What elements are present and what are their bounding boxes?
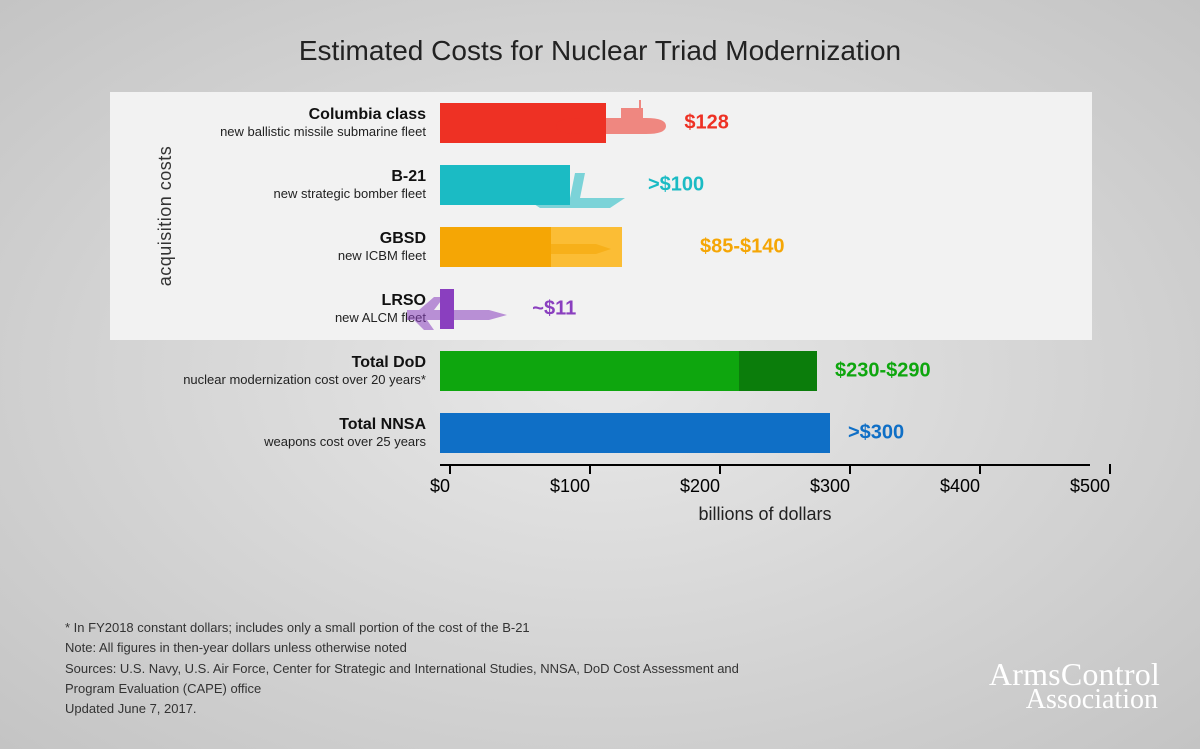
bomber-icon xyxy=(515,162,645,208)
row-title: Total DoD xyxy=(100,354,426,372)
axis-tick: $100 xyxy=(570,464,610,497)
footnote-line: Note: All figures in then-year dollars u… xyxy=(65,638,745,658)
icbm-icon xyxy=(496,224,626,270)
value-label: $128 xyxy=(684,112,729,135)
tick-mark xyxy=(589,464,591,474)
axis-tick: $200 xyxy=(700,464,740,497)
tick-label: $0 xyxy=(430,474,450,497)
bar-cell: $230-$290 xyxy=(440,351,1090,391)
tick-label: $200 xyxy=(680,474,720,497)
bar-cell: ~$11 xyxy=(440,289,1090,329)
row-title: Columbia class xyxy=(100,106,426,124)
tick-mark xyxy=(719,464,721,474)
tick-label: $400 xyxy=(940,474,980,497)
bar-row: Total NNSAweapons cost over 25 years >$30… xyxy=(100,402,1120,464)
tick-mark xyxy=(449,464,451,474)
row-title: GBSD xyxy=(100,230,426,248)
row-subtitle: new ICBM fleet xyxy=(100,248,426,264)
tick-label: $500 xyxy=(1070,474,1110,497)
bar-segment xyxy=(440,351,739,391)
row-title: LRSO xyxy=(100,292,426,310)
bar-row: Columbia classnew ballistic missile subm… xyxy=(100,92,1120,154)
bar-cell: >$100 xyxy=(440,165,1090,205)
row-subtitle: weapons cost over 25 years xyxy=(100,434,426,450)
brand-logo: ArmsControl Association xyxy=(989,658,1160,714)
x-axis: billions of dollars $0$100$200$300$400$5… xyxy=(440,464,1090,525)
bar-cell: $85-$140 xyxy=(440,227,1090,267)
value-label: ~$11 xyxy=(532,298,576,321)
chart-area: acquisition costs Columbia classnew ball… xyxy=(100,92,1120,525)
cruise-icon xyxy=(399,286,529,332)
bar-row: B-21new strategic bomber fleet >$100 xyxy=(100,154,1120,216)
axis-tick: $400 xyxy=(960,464,1000,497)
row-labels: Columbia classnew ballistic missile subm… xyxy=(100,106,440,139)
bar-row: GBSDnew ICBM fleet $85-$140 xyxy=(100,216,1120,278)
bar-row: Total DoDnuclear modernization cost over… xyxy=(100,340,1120,402)
bar-segment-range xyxy=(739,351,817,391)
row-labels: LRSOnew ALCM fleet xyxy=(100,292,440,325)
row-title: B-21 xyxy=(100,168,426,186)
footnotes: * In FY2018 constant dollars; includes o… xyxy=(65,618,745,719)
axis-tick: $0 xyxy=(440,464,460,497)
row-subtitle: new ballistic missile submarine fleet xyxy=(100,124,426,140)
row-labels: Total DoDnuclear modernization cost over… xyxy=(100,354,440,387)
tick-mark xyxy=(849,464,851,474)
value-label: >$300 xyxy=(848,422,904,445)
footnote-line: * In FY2018 constant dollars; includes o… xyxy=(65,618,745,638)
bar-row: LRSOnew ALCM fleet ~$11 xyxy=(100,278,1120,340)
value-label: $85-$140 xyxy=(700,236,785,259)
axis-tick: $500 xyxy=(1090,464,1130,497)
row-labels: GBSDnew ICBM fleet xyxy=(100,230,440,263)
row-subtitle: new strategic bomber fleet xyxy=(100,186,426,202)
row-subtitle: nuclear modernization cost over 20 years… xyxy=(100,372,426,388)
bar-cell: >$300 xyxy=(440,413,1090,453)
bar-cell: $128 xyxy=(440,103,1090,143)
tick-label: $300 xyxy=(810,474,850,497)
submarine-icon xyxy=(551,100,681,146)
chart-title: Estimated Costs for Nuclear Triad Modern… xyxy=(0,0,1200,92)
value-label: >$100 xyxy=(648,174,704,197)
row-labels: Total NNSAweapons cost over 25 years xyxy=(100,416,440,449)
tick-mark xyxy=(979,464,981,474)
bar-rows: Columbia classnew ballistic missile subm… xyxy=(100,92,1120,464)
footnote-line: Updated June 7, 2017. xyxy=(65,699,745,719)
tick-mark xyxy=(1109,464,1111,474)
tick-label: $100 xyxy=(550,474,590,497)
axis-tick: $300 xyxy=(830,464,870,497)
footnote-line: Sources: U.S. Navy, U.S. Air Force, Cent… xyxy=(65,659,745,699)
row-subtitle: new ALCM fleet xyxy=(100,310,426,326)
row-labels: B-21new strategic bomber fleet xyxy=(100,168,440,201)
value-label: $230-$290 xyxy=(835,360,931,383)
row-title: Total NNSA xyxy=(100,416,426,434)
bar-segment xyxy=(440,413,830,453)
